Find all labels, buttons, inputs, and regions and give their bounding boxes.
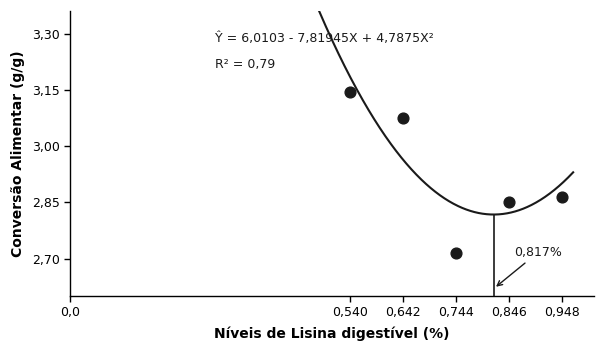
Point [398, 115, 408, 121]
X-axis label: Níveis de Lisina digestível (%): Níveis de Lisina digestível (%) [214, 326, 450, 341]
Y-axis label: Conversão Alimentar (g/g): Conversão Alimentar (g/g) [11, 50, 25, 257]
Point [451, 250, 461, 256]
Point [557, 194, 567, 200]
Text: R² = 0,79: R² = 0,79 [215, 58, 276, 71]
Point [504, 200, 514, 205]
Text: Ŷ = 6,0103 - 7,81945X + 4,7875X²: Ŷ = 6,0103 - 7,81945X + 4,7875X² [215, 32, 434, 45]
Text: 0,817%: 0,817% [497, 246, 563, 286]
Point [345, 89, 355, 95]
